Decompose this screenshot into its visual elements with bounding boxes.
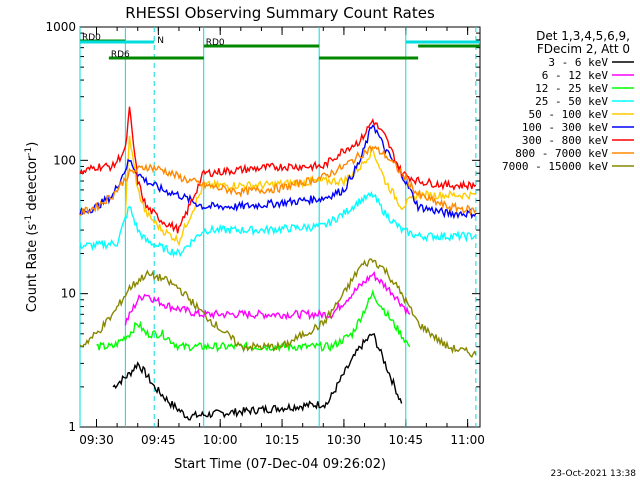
legend-label: 7000 - 15000 keV: [502, 160, 608, 173]
legend-label: 12 - 25 keV: [535, 82, 608, 95]
y-axis-label-mid: detector: [25, 155, 40, 215]
legend-header-1: Det 1,3,4,5,6,9,: [536, 29, 630, 43]
legend-label: 300 - 800 keV: [522, 134, 608, 147]
vertical-markers: [79, 27, 477, 427]
y-axis-label-end: ): [25, 142, 40, 147]
y-tick-label: 100: [53, 153, 76, 167]
legend-header-2: FDecim 2, Att 0: [537, 42, 630, 56]
legend-label: 3 - 6 keV: [548, 56, 608, 69]
x-ticks: 09:30 09:45 10:00 10:15 10:30 10:45 11:00: [79, 27, 485, 447]
y-tick-label: 1000: [45, 20, 76, 34]
x-tick-label: 09:45: [141, 433, 176, 447]
footer-timestamp: 23-Oct-2021 13:38: [551, 469, 637, 479]
series-line: [124, 270, 411, 326]
y-axis-label-main: Count Rate (s: [25, 224, 40, 313]
legend-label: 6 - 12 keV: [542, 69, 609, 82]
x-tick-label: 10:30: [327, 433, 362, 447]
series-lines: [79, 106, 477, 421]
x-tick-label: 10:45: [388, 433, 423, 447]
legend-label: 50 - 100 keV: [529, 108, 609, 121]
chart-title: RHESSI Observing Summary Count Rates: [125, 4, 435, 22]
series-line: [112, 333, 403, 421]
x-tick-label: 09:30: [79, 433, 114, 447]
legend-label: 100 - 300 keV: [522, 121, 608, 134]
series-line: [79, 258, 477, 359]
flag-label: RD0: [82, 33, 101, 43]
y-tick-label: 10: [61, 287, 76, 301]
y-tick-label: 1: [68, 420, 76, 434]
y-axis-label: Count Rate (s-1 detector-1): [24, 142, 40, 313]
legend: Det 1,3,4,5,6,9, FDecim 2, Att 0 3 - 6 k…: [502, 29, 634, 173]
flag-label: N: [157, 36, 164, 46]
x-tick-label: 10:00: [203, 433, 238, 447]
flag-bars: RD0 RD0 RD6 N: [80, 33, 480, 60]
x-tick-label: 10:15: [265, 433, 300, 447]
x-tick-label: 11:00: [450, 433, 485, 447]
legend-label: 25 - 50 keV: [535, 95, 608, 108]
x-axis-label: Start Time (07-Dec-04 09:26:02): [174, 457, 386, 472]
series-line: [79, 144, 477, 216]
series-line: [79, 190, 476, 258]
flag-label: RD6: [111, 50, 130, 60]
y-axis-label-sup1: -1: [24, 215, 34, 224]
y-axis-label-sup2: -1: [24, 147, 34, 156]
legend-label: 800 - 7000 keV: [515, 147, 608, 160]
series-line: [96, 289, 411, 354]
flag-label: RD0: [206, 38, 225, 48]
series-line: [79, 106, 477, 234]
y-ticks: 1 10 100 1000: [45, 20, 480, 434]
